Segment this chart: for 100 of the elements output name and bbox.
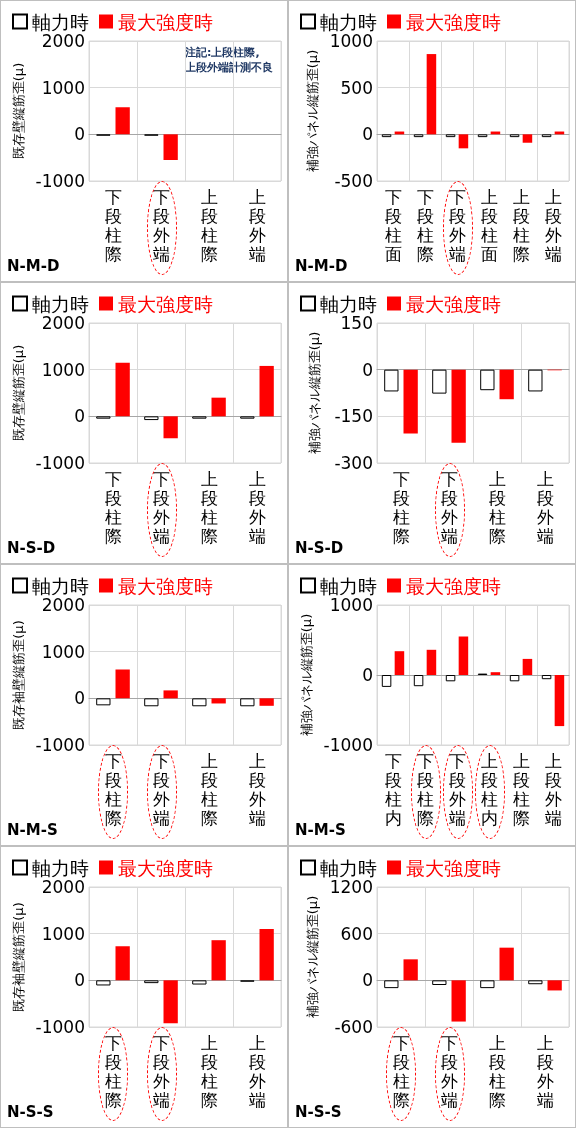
y-tick-label: 0	[362, 665, 373, 685]
y-tick-label: 0	[362, 359, 373, 380]
bar	[163, 690, 178, 699]
bar	[163, 980, 178, 1024]
y-tick-label: 1000	[41, 77, 85, 98]
y-tick-label: 1000	[41, 923, 85, 944]
bar	[115, 669, 130, 699]
legend-label: 最大強度時	[118, 574, 213, 597]
y-axis-title: 補強パネル縦筋歪(μ)	[304, 49, 320, 173]
bar	[522, 658, 533, 675]
y-axis-title: 補強パネル縦筋歪(μ)	[307, 331, 322, 455]
x-tick-label: 上段柱内	[480, 750, 498, 828]
y-tick-label: 1000	[329, 31, 373, 51]
bar	[240, 698, 255, 707]
x-tick-label: 下段柱際	[392, 468, 410, 546]
bar	[115, 946, 130, 981]
x-tick-label: 下段外端	[440, 468, 458, 546]
bar	[192, 698, 207, 707]
y-tick-label: 1000	[329, 595, 373, 615]
text: N-M-D	[295, 257, 348, 275]
y-tick-label: -500	[334, 171, 373, 191]
legend-label: 最大強度時	[118, 856, 213, 879]
x-tick-label: 下段柱面	[384, 186, 402, 264]
bar	[451, 980, 466, 1022]
x-tick-label: 下段柱際	[104, 750, 122, 828]
x-tick-label: 上段外端	[544, 186, 562, 264]
bar	[211, 698, 226, 704]
legend-label: 最大強度時	[118, 10, 213, 33]
text: N-M-S	[295, 821, 346, 839]
y-tick-label: 0	[74, 406, 85, 427]
y-tick-label: -1000	[35, 453, 85, 473]
bar	[403, 959, 418, 981]
legend-label: 最大強度時	[118, 292, 213, 315]
y-tick-label: -1000	[35, 1017, 85, 1037]
legend-label: 最大強度時	[406, 292, 501, 315]
x-tick-label: 下段柱際	[104, 1032, 122, 1110]
bar	[458, 636, 469, 675]
bar	[381, 675, 392, 687]
bar	[394, 651, 405, 675]
x-tick-label: 上段柱際	[488, 468, 506, 546]
y-tick-label: 150	[340, 313, 373, 333]
x-tick-label: 下段外端	[448, 186, 466, 264]
x-tick-label: 上段柱際	[200, 468, 218, 546]
bar	[426, 649, 437, 675]
bar	[445, 675, 456, 682]
legend-label: 最大強度時	[406, 856, 501, 879]
x-tick-label: 上段外端	[248, 468, 266, 546]
legend-label: 軸力時	[32, 856, 89, 879]
x-tick-label: 上段柱際	[200, 750, 218, 828]
x-tick-label: 上段柱際	[512, 186, 530, 264]
y-axis-title: 既存壁縦筋歪(μ)	[10, 344, 26, 442]
y-tick-label: 1000	[41, 641, 85, 662]
bar	[144, 416, 159, 421]
bar	[96, 980, 111, 986]
y-tick-label: 1200	[329, 877, 373, 897]
legend-label: 軸力時	[32, 574, 89, 597]
y-tick-label: 0	[74, 124, 85, 145]
x-tick-label: 上段柱際	[200, 186, 218, 264]
x-tick-label: 上段外端	[248, 186, 266, 264]
y-tick-label: 600	[340, 923, 373, 944]
y-tick-label: 2000	[41, 313, 85, 333]
bar	[547, 980, 562, 991]
text: N-M-S	[7, 821, 58, 839]
bar	[413, 675, 424, 687]
legend-label: 軸力時	[320, 292, 377, 315]
y-tick-label: -1000	[35, 171, 85, 191]
y-tick-label: 500	[340, 77, 373, 98]
x-tick-label: 上段柱際	[512, 750, 530, 828]
x-tick-label: 下段外端	[152, 468, 170, 546]
bar	[528, 980, 543, 985]
bar	[192, 980, 207, 985]
bar	[96, 698, 111, 706]
bar	[163, 416, 178, 439]
bar	[541, 675, 552, 680]
y-tick-label: 2000	[41, 595, 85, 615]
text: N-M-D	[7, 257, 60, 275]
bar	[259, 365, 274, 417]
bar	[384, 980, 399, 989]
y-tick-label: 2000	[41, 877, 85, 897]
bar	[144, 698, 159, 707]
y-axis-title: 既存袖壁縦筋歪(μ)	[10, 620, 26, 730]
y-axis-title: 既存壁縦筋歪(μ)	[10, 62, 26, 160]
bar	[259, 698, 274, 706]
bar	[211, 940, 226, 981]
y-tick-label: 0	[74, 688, 85, 709]
legend-label: 軸力時	[32, 292, 89, 315]
y-tick-label: -1000	[323, 735, 373, 755]
text: N-S-S	[295, 1103, 342, 1121]
y-tick-label: -300	[334, 453, 373, 473]
text: N-S-D	[295, 539, 344, 557]
legend-label: 軸力時	[320, 10, 377, 33]
bar	[499, 947, 514, 981]
y-tick-label: 0	[74, 970, 85, 991]
legend-label: 最大強度時	[406, 574, 501, 597]
x-tick-label: 下段外端	[152, 750, 170, 828]
x-tick-label: 下段外端	[152, 1032, 170, 1110]
bar	[509, 675, 520, 682]
bar	[480, 980, 495, 989]
legend-label: 軸力時	[32, 10, 89, 33]
legend-label: 最大強度時	[406, 10, 501, 33]
